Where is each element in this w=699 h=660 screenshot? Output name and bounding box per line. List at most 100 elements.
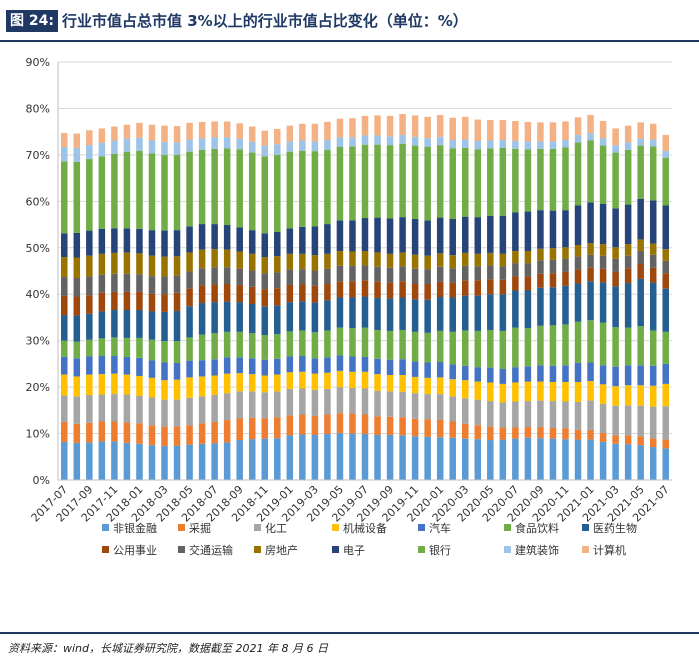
bar-segment xyxy=(649,406,657,439)
bar-segment xyxy=(73,161,81,233)
bar-segment xyxy=(123,273,131,292)
source-divider xyxy=(0,632,699,634)
bar-segment xyxy=(61,257,68,278)
bar-segment xyxy=(612,386,619,406)
bar-segment xyxy=(424,284,431,300)
figure-title: 行业市值占总市值 3%以上的行业市值占比变化（单位：%） xyxy=(62,12,468,30)
bar-segment xyxy=(61,146,68,162)
bar-segment xyxy=(311,270,319,286)
bar-segment xyxy=(211,121,218,138)
bar-segment xyxy=(161,446,168,480)
bar-segment xyxy=(161,399,168,427)
bar-segment xyxy=(311,358,319,374)
bar-segment xyxy=(299,253,306,270)
bar-segment xyxy=(148,230,156,256)
bar-segment xyxy=(637,385,644,406)
bar-segment xyxy=(649,243,657,255)
bar-segment xyxy=(98,156,106,229)
bar-segment xyxy=(248,333,256,359)
bar-segment xyxy=(274,334,281,359)
bar-segment xyxy=(236,418,243,441)
bar-segment xyxy=(349,371,356,389)
bar-segment xyxy=(662,383,669,407)
bar-segment xyxy=(186,397,193,426)
bar-segment xyxy=(324,388,331,415)
bar-segment xyxy=(136,310,143,338)
bar-segment xyxy=(649,438,657,448)
bar-segment xyxy=(86,230,93,256)
bar-segment xyxy=(173,445,181,480)
bar-segment xyxy=(537,148,544,211)
bar-segment xyxy=(374,217,381,253)
bar-segment xyxy=(399,114,406,135)
bar-segment xyxy=(411,299,419,332)
bar-segment xyxy=(449,421,456,438)
bar-segment xyxy=(136,337,143,358)
bar-segment xyxy=(474,140,482,150)
bar-segment xyxy=(236,284,243,303)
legend-label: 非银金融 xyxy=(113,521,157,535)
bar-segment xyxy=(399,297,406,330)
bar-segment xyxy=(587,243,594,255)
legend-swatch xyxy=(418,546,425,553)
legend-swatch xyxy=(504,546,511,553)
bar-segment xyxy=(186,337,193,361)
bar-segment xyxy=(349,328,356,357)
bar-segment xyxy=(336,297,344,328)
bar-segment xyxy=(512,263,519,277)
bar-segment xyxy=(349,297,356,329)
bar-segment xyxy=(186,425,193,445)
bar-segment xyxy=(499,279,507,295)
legend-swatch xyxy=(102,546,109,553)
bar-segment xyxy=(274,272,281,289)
bar-segment xyxy=(662,157,669,206)
bar-segment xyxy=(248,141,256,153)
bar-segment xyxy=(637,365,644,386)
bar-segment xyxy=(436,281,444,298)
bar-segment xyxy=(624,385,632,406)
bar-segment xyxy=(261,289,269,307)
bar-segment xyxy=(399,391,406,418)
bar-segment xyxy=(173,230,181,257)
bar-segment xyxy=(499,402,507,428)
legend-label: 化工 xyxy=(265,521,287,535)
bar-segment xyxy=(574,244,582,257)
y-tick-label: 20% xyxy=(26,381,50,394)
bar-segment xyxy=(336,137,344,147)
bar-segment xyxy=(361,280,369,297)
bar-segment xyxy=(537,381,544,401)
bar-segment xyxy=(136,395,143,424)
bar-segment xyxy=(637,445,644,480)
bar-segment xyxy=(562,210,569,248)
bar-segment xyxy=(574,429,582,440)
bar-segment xyxy=(261,233,269,258)
bar-segment xyxy=(411,115,419,137)
bar-segment xyxy=(374,144,381,218)
bar-segment xyxy=(61,295,68,316)
bar-segment xyxy=(624,244,632,256)
bar-segment xyxy=(599,120,607,139)
y-tick-label: 30% xyxy=(26,335,50,348)
bar-segment xyxy=(549,325,557,366)
bar-segment xyxy=(411,418,419,437)
bar-segment xyxy=(236,138,243,150)
bar-segment xyxy=(148,360,156,378)
bar-segment xyxy=(248,358,256,375)
bar-segment xyxy=(248,253,256,271)
bar-segment xyxy=(311,434,319,480)
bar-segment xyxy=(436,437,444,480)
bar-segment xyxy=(662,363,669,384)
bar-segment xyxy=(286,415,294,436)
bar-segment xyxy=(236,227,243,252)
bar-segment xyxy=(299,355,306,372)
bar-segment xyxy=(111,153,118,229)
bar-segment xyxy=(424,362,431,378)
bar-segment xyxy=(512,251,519,264)
bar-segment xyxy=(624,327,632,366)
bar-segment xyxy=(499,294,507,331)
y-tick-label: 60% xyxy=(26,195,50,208)
bar-segment xyxy=(599,384,607,404)
bar-segment xyxy=(587,140,594,203)
bar-segment xyxy=(73,423,81,443)
bar-segment xyxy=(324,121,331,141)
